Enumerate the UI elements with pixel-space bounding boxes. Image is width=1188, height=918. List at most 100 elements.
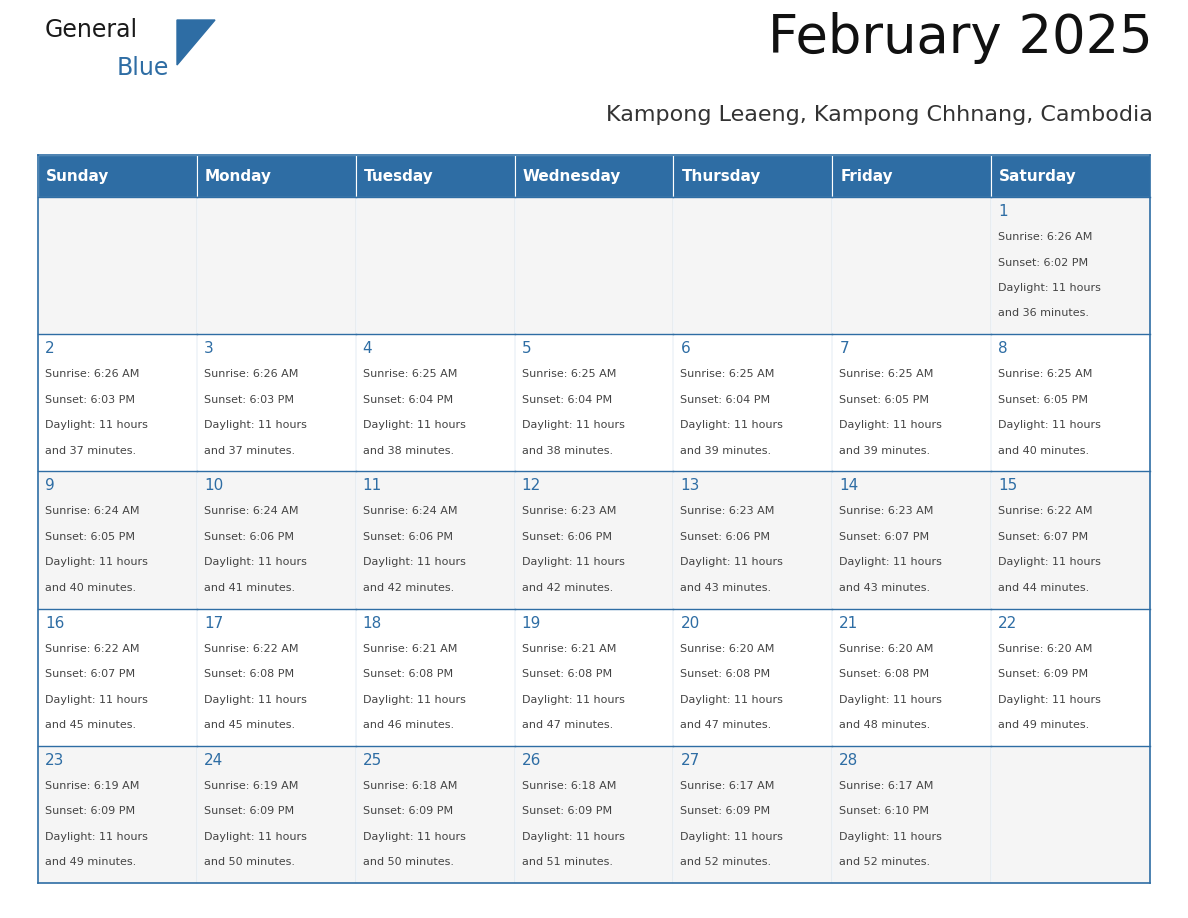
Bar <box>355 609 514 745</box>
Text: Sunset: 6:07 PM: Sunset: 6:07 PM <box>45 669 135 679</box>
Text: Sunset: 6:06 PM: Sunset: 6:06 PM <box>681 532 771 542</box>
Text: Sunset: 6:05 PM: Sunset: 6:05 PM <box>45 532 135 542</box>
Text: Sunset: 6:07 PM: Sunset: 6:07 PM <box>839 532 929 542</box>
Text: and 44 minutes.: and 44 minutes. <box>998 583 1089 593</box>
Text: Sunset: 6:04 PM: Sunset: 6:04 PM <box>522 395 612 405</box>
Text: Sunrise: 6:23 AM: Sunrise: 6:23 AM <box>522 507 615 517</box>
Bar <box>197 334 355 472</box>
Text: 5: 5 <box>522 341 531 356</box>
Text: and 39 minutes.: and 39 minutes. <box>681 446 771 455</box>
Text: Daylight: 11 hours: Daylight: 11 hours <box>681 420 783 431</box>
Text: Daylight: 11 hours: Daylight: 11 hours <box>681 832 783 842</box>
Text: Daylight: 11 hours: Daylight: 11 hours <box>839 420 942 431</box>
Text: Sunrise: 6:21 AM: Sunrise: 6:21 AM <box>522 644 615 654</box>
Bar <box>674 745 833 883</box>
Text: 11: 11 <box>362 478 383 493</box>
Bar <box>833 472 991 609</box>
Bar <box>355 197 514 334</box>
Text: Sunrise: 6:22 AM: Sunrise: 6:22 AM <box>998 507 1093 517</box>
Text: Sunrise: 6:25 AM: Sunrise: 6:25 AM <box>522 369 615 379</box>
Text: Sunset: 6:06 PM: Sunset: 6:06 PM <box>362 532 453 542</box>
Text: February 2025: February 2025 <box>769 12 1154 64</box>
Text: Sunrise: 6:22 AM: Sunrise: 6:22 AM <box>45 644 139 654</box>
Bar <box>674 472 833 609</box>
Text: Daylight: 11 hours: Daylight: 11 hours <box>362 557 466 567</box>
Text: and 49 minutes.: and 49 minutes. <box>998 720 1089 730</box>
Text: Sunset: 6:03 PM: Sunset: 6:03 PM <box>204 395 293 405</box>
Text: Daylight: 11 hours: Daylight: 11 hours <box>204 420 307 431</box>
Text: 3: 3 <box>204 341 214 356</box>
Text: and 49 minutes.: and 49 minutes. <box>45 857 137 868</box>
Text: Blue: Blue <box>116 56 170 80</box>
Text: 26: 26 <box>522 753 541 767</box>
Text: 17: 17 <box>204 616 223 631</box>
Bar <box>514 334 674 472</box>
Text: Daylight: 11 hours: Daylight: 11 hours <box>522 695 625 705</box>
Text: and 41 minutes.: and 41 minutes. <box>204 583 295 593</box>
Text: 15: 15 <box>998 478 1017 493</box>
Text: and 50 minutes.: and 50 minutes. <box>204 857 295 868</box>
Text: Sunrise: 6:25 AM: Sunrise: 6:25 AM <box>839 369 934 379</box>
Text: Sunset: 6:09 PM: Sunset: 6:09 PM <box>45 806 135 816</box>
Text: 23: 23 <box>45 753 64 767</box>
Bar <box>833 609 991 745</box>
Bar <box>674 197 833 334</box>
Text: 9: 9 <box>45 478 55 493</box>
Bar <box>674 609 833 745</box>
Bar <box>355 155 514 197</box>
Text: Sunset: 6:10 PM: Sunset: 6:10 PM <box>839 806 929 816</box>
Text: Sunset: 6:08 PM: Sunset: 6:08 PM <box>204 669 293 679</box>
Text: and 37 minutes.: and 37 minutes. <box>45 446 137 455</box>
Text: and 51 minutes.: and 51 minutes. <box>522 857 613 868</box>
Text: Sunrise: 6:20 AM: Sunrise: 6:20 AM <box>681 644 775 654</box>
Text: 10: 10 <box>204 478 223 493</box>
Bar <box>38 155 197 197</box>
Text: Sunrise: 6:23 AM: Sunrise: 6:23 AM <box>839 507 934 517</box>
Text: Sunset: 6:09 PM: Sunset: 6:09 PM <box>998 669 1088 679</box>
Text: Sunset: 6:08 PM: Sunset: 6:08 PM <box>362 669 453 679</box>
Text: Sunset: 6:06 PM: Sunset: 6:06 PM <box>522 532 612 542</box>
Text: Thursday: Thursday <box>682 169 760 184</box>
Text: Daylight: 11 hours: Daylight: 11 hours <box>204 557 307 567</box>
Text: and 42 minutes.: and 42 minutes. <box>362 583 454 593</box>
Text: 12: 12 <box>522 478 541 493</box>
Text: 25: 25 <box>362 753 383 767</box>
Text: Sunrise: 6:22 AM: Sunrise: 6:22 AM <box>204 644 298 654</box>
Text: Sunrise: 6:20 AM: Sunrise: 6:20 AM <box>998 644 1093 654</box>
Text: Sunset: 6:09 PM: Sunset: 6:09 PM <box>362 806 453 816</box>
Text: and 43 minutes.: and 43 minutes. <box>681 583 771 593</box>
Bar <box>833 197 991 334</box>
Text: Sunrise: 6:26 AM: Sunrise: 6:26 AM <box>204 369 298 379</box>
Text: and 43 minutes.: and 43 minutes. <box>839 583 930 593</box>
Text: Daylight: 11 hours: Daylight: 11 hours <box>204 832 307 842</box>
Text: 2: 2 <box>45 341 55 356</box>
Text: 16: 16 <box>45 616 64 631</box>
Bar <box>833 155 991 197</box>
Text: Daylight: 11 hours: Daylight: 11 hours <box>45 420 147 431</box>
Bar <box>38 334 197 472</box>
Text: Sunset: 6:06 PM: Sunset: 6:06 PM <box>204 532 293 542</box>
Text: and 47 minutes.: and 47 minutes. <box>522 720 613 730</box>
Text: 6: 6 <box>681 341 690 356</box>
Text: Daylight: 11 hours: Daylight: 11 hours <box>362 695 466 705</box>
Text: Daylight: 11 hours: Daylight: 11 hours <box>45 557 147 567</box>
Bar <box>197 472 355 609</box>
Text: Sunrise: 6:23 AM: Sunrise: 6:23 AM <box>681 507 775 517</box>
Text: Daylight: 11 hours: Daylight: 11 hours <box>839 695 942 705</box>
Text: and 38 minutes.: and 38 minutes. <box>522 446 613 455</box>
Text: Sunday: Sunday <box>46 169 109 184</box>
Text: Sunrise: 6:19 AM: Sunrise: 6:19 AM <box>204 781 298 790</box>
Bar <box>674 155 833 197</box>
Text: 21: 21 <box>839 616 859 631</box>
Text: 24: 24 <box>204 753 223 767</box>
Bar <box>355 334 514 472</box>
Text: 4: 4 <box>362 341 372 356</box>
Text: and 45 minutes.: and 45 minutes. <box>45 720 137 730</box>
Text: and 40 minutes.: and 40 minutes. <box>45 583 137 593</box>
Text: Sunrise: 6:18 AM: Sunrise: 6:18 AM <box>522 781 615 790</box>
Text: Daylight: 11 hours: Daylight: 11 hours <box>45 832 147 842</box>
Text: Wednesday: Wednesday <box>523 169 621 184</box>
Text: Sunset: 6:03 PM: Sunset: 6:03 PM <box>45 395 135 405</box>
Text: Sunrise: 6:25 AM: Sunrise: 6:25 AM <box>681 369 775 379</box>
Text: 13: 13 <box>681 478 700 493</box>
